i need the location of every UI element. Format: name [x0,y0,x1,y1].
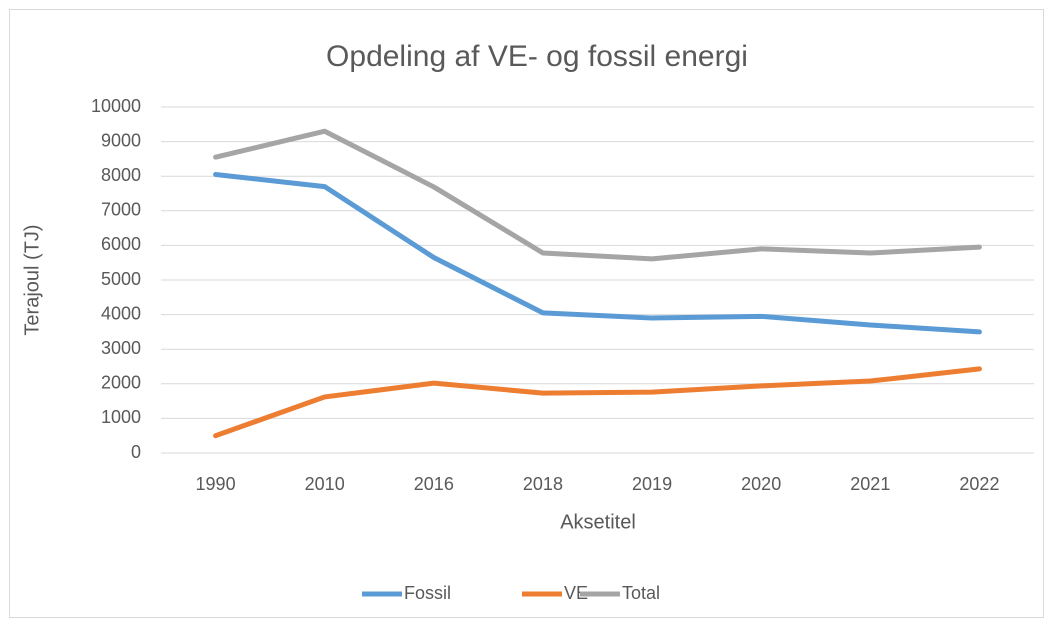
x-tick-label: 2018 [523,474,563,494]
legend-label: VE [564,583,588,603]
x-tick-label: 2020 [741,474,781,494]
series-line [213,171,982,335]
x-tick-label: 2019 [632,474,672,494]
x-tick-label: 1990 [196,474,236,494]
legend-label: Total [622,583,660,603]
y-tick-label: 5000 [101,269,141,289]
y-tick-label: 1000 [101,407,141,427]
y-tick-label: 8000 [101,165,141,185]
x-tick-label: 2022 [959,474,999,494]
y-tick-label: 7000 [101,200,141,220]
y-axis-title: Terajoul (TJ) [21,224,43,335]
x-tick-label: 2021 [850,474,890,494]
y-tick-label: 3000 [101,338,141,358]
y-tick-label: 0 [131,442,141,462]
series-line [213,366,982,439]
y-tick-label: 2000 [101,373,141,393]
y-tick-label: 9000 [101,130,141,150]
chart-title: Opdeling af VE- og fossil energi [326,40,748,73]
x-tick-label: 2016 [414,474,454,494]
legend-label: Fossil [404,583,451,603]
x-tick-label: 2010 [305,474,345,494]
y-tick-label: 6000 [101,234,141,254]
y-tick-label: 4000 [101,303,141,323]
chart-frame [9,9,1044,618]
y-tick-label: 10000 [91,96,141,116]
x-axis-title: Aksetitel [560,511,636,533]
series-line [213,128,982,262]
